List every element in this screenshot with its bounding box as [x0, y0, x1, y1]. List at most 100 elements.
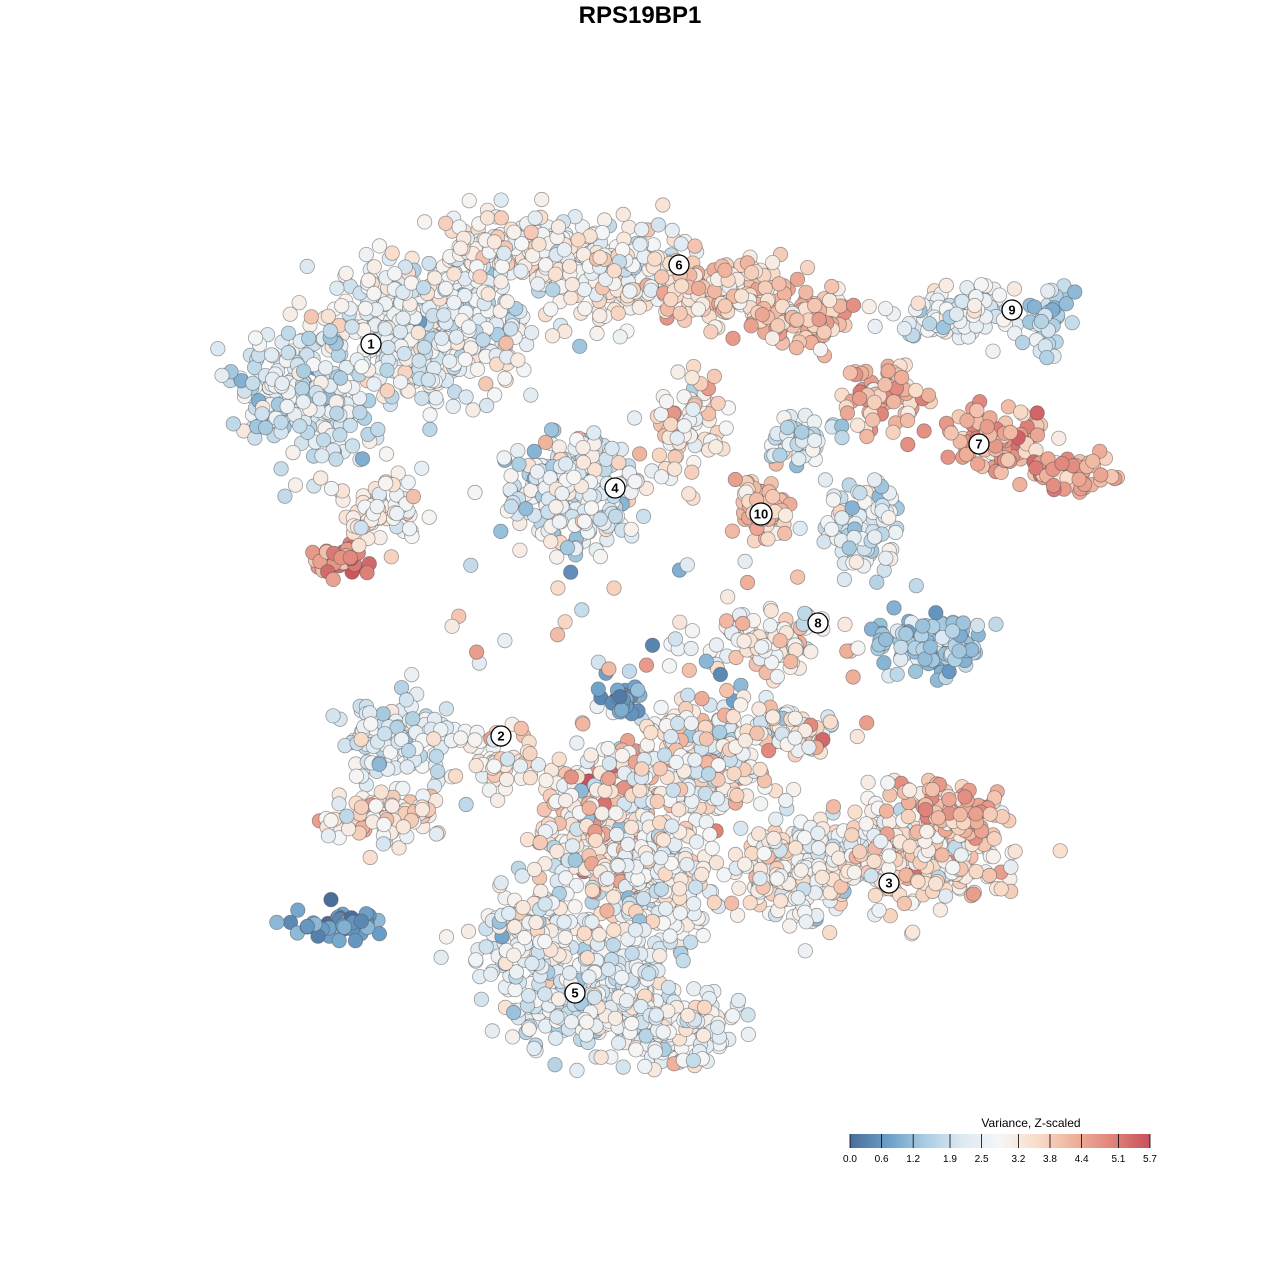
scatter-point: [632, 782, 648, 799]
scatter-point: [816, 534, 832, 550]
scatter-point: [292, 418, 308, 434]
scatter-point: [752, 761, 768, 778]
scatter-point: [225, 416, 241, 432]
scatter-point: [672, 305, 688, 321]
scatter-point: [1013, 404, 1029, 420]
scatter-point: [788, 340, 805, 356]
scatter-point: [376, 816, 392, 833]
scatter-point: [718, 420, 734, 436]
scatter-point: [768, 811, 784, 827]
scatter-point: [993, 881, 1009, 897]
scatter-point: [366, 285, 382, 302]
scatter-point: [342, 550, 358, 566]
scatter-point: [1045, 477, 1062, 494]
scatter-point: [494, 258, 510, 275]
scatter-point: [623, 819, 639, 836]
scatter-point: [566, 469, 582, 485]
scatter-point: [814, 869, 830, 886]
scatter-point: [395, 310, 411, 326]
scatter-point: [803, 644, 819, 660]
scatter-point: [575, 716, 591, 732]
scatter-point: [505, 1004, 522, 1021]
scatter-point: [581, 800, 597, 816]
scatter-point: [543, 533, 559, 550]
scatter-point: [467, 484, 483, 501]
scatter-point: [371, 238, 388, 254]
scatter-point: [277, 488, 293, 504]
scatter-point: [727, 471, 743, 488]
scatter-point: [866, 472, 883, 488]
scatter-point: [763, 603, 779, 619]
scatter-point: [576, 513, 593, 530]
scatter-point: [458, 389, 474, 405]
scatter-point: [608, 805, 624, 821]
scatter-point: [545, 282, 561, 298]
scatter-point: [708, 439, 724, 455]
scatter-point: [631, 446, 648, 462]
scatter-point: [771, 276, 787, 292]
scatter-point: [544, 328, 561, 344]
scatter-point: [586, 989, 603, 1006]
scatter-point: [717, 262, 733, 278]
scatter-point: [791, 451, 807, 467]
scatter-point: [280, 325, 296, 341]
scatter-point: [725, 330, 741, 346]
scatter-point: [263, 347, 280, 363]
scatter-point: [245, 375, 261, 391]
scatter-point: [824, 278, 840, 295]
scatter-point: [396, 345, 412, 362]
scatter-point: [1052, 843, 1068, 859]
scatter-point: [737, 856, 753, 872]
scatter-point: [773, 893, 789, 909]
scatter-point: [511, 456, 527, 472]
scatter-point: [709, 791, 726, 807]
scatter-point: [938, 277, 954, 293]
scatter-point: [569, 1062, 585, 1079]
scatter-point: [448, 329, 465, 345]
scatter-point: [592, 307, 608, 324]
scatter-point: [342, 417, 358, 433]
scatter-point: [548, 1030, 564, 1046]
scatter-point: [285, 444, 301, 461]
scatter-point: [377, 726, 393, 742]
scatter-point: [725, 1008, 741, 1024]
scatter-point: [591, 927, 607, 943]
scatter-point: [878, 803, 895, 819]
scatter-point: [624, 945, 640, 962]
scatter-point: [493, 523, 509, 540]
scatter-point: [760, 531, 776, 547]
scatter-point: [754, 306, 770, 323]
scatter-point: [943, 425, 959, 441]
scatter-point: [383, 549, 399, 565]
scatter-point: [279, 398, 295, 415]
scatter-point: [779, 419, 796, 436]
scatter-point: [652, 761, 668, 777]
scatter-point: [790, 890, 806, 906]
scatter-point: [559, 540, 576, 556]
scatter-point: [291, 295, 307, 311]
scatter-point: [988, 616, 1004, 632]
scatter-point: [294, 380, 310, 397]
scatter-point: [497, 370, 513, 386]
scatter-point: [353, 731, 369, 748]
scatter-point: [1040, 283, 1056, 299]
scatter-point: [615, 206, 631, 222]
scatter-point: [822, 924, 838, 941]
scatter-point: [429, 763, 446, 780]
scatter-point: [1007, 843, 1023, 860]
scatter-point: [366, 376, 382, 392]
scatter-point: [837, 616, 853, 633]
scatter-point: [461, 193, 477, 209]
scatter-point: [534, 191, 550, 208]
scatter-point: [587, 832, 604, 848]
scatter-point: [344, 438, 361, 454]
scatter-point: [299, 258, 315, 274]
scatter-point: [766, 830, 782, 847]
scatter-point: [414, 390, 430, 406]
scatter-point: [858, 816, 874, 832]
scatter-point: [480, 286, 496, 302]
scatter-point: [793, 862, 809, 878]
scatter-point: [328, 451, 344, 467]
scatter-point: [797, 943, 813, 959]
scatter-point: [411, 353, 427, 369]
